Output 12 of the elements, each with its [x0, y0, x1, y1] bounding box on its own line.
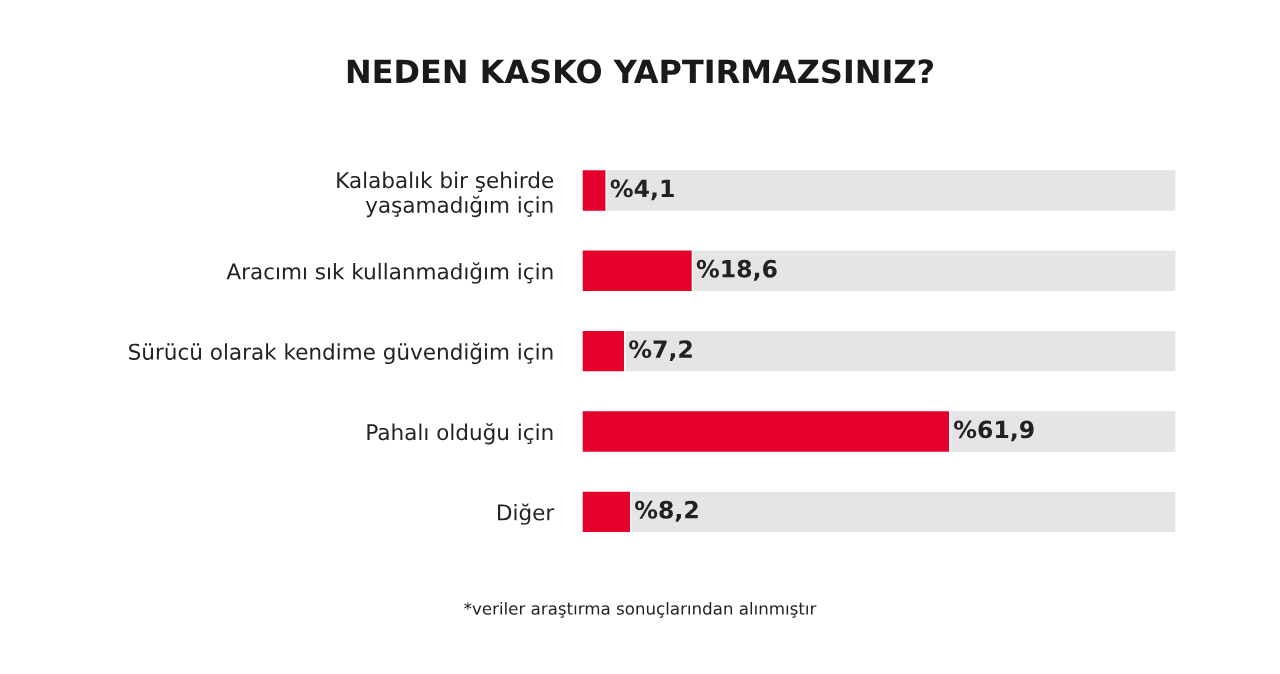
text: *veriler araştırma sonuçlarından alınmıştır	[464, 601, 817, 618]
data-label: %7,2	[629, 340, 692, 362]
y-tick-label: Diğer	[498, 503, 555, 525]
y-tick-label: Aracımı sık kullanmadığım için	[226, 262, 553, 284]
data-label: %18,6	[696, 259, 777, 281]
data-label: %4,1	[610, 179, 674, 201]
y-tick-label: Kalabalık bir şehirde yaşamadığım için	[337, 171, 554, 218]
data-label: %61,9	[954, 420, 1034, 442]
data-label: %8,2	[635, 500, 698, 522]
y-tick-label: Sürücü olarak kendime güvendiğim için	[129, 342, 553, 365]
chart-title: NEDEN KASKO YAPTIRMAZSINIZ?	[347, 59, 934, 84]
y-tick-label: Pahalı olduğu için	[367, 423, 553, 445]
